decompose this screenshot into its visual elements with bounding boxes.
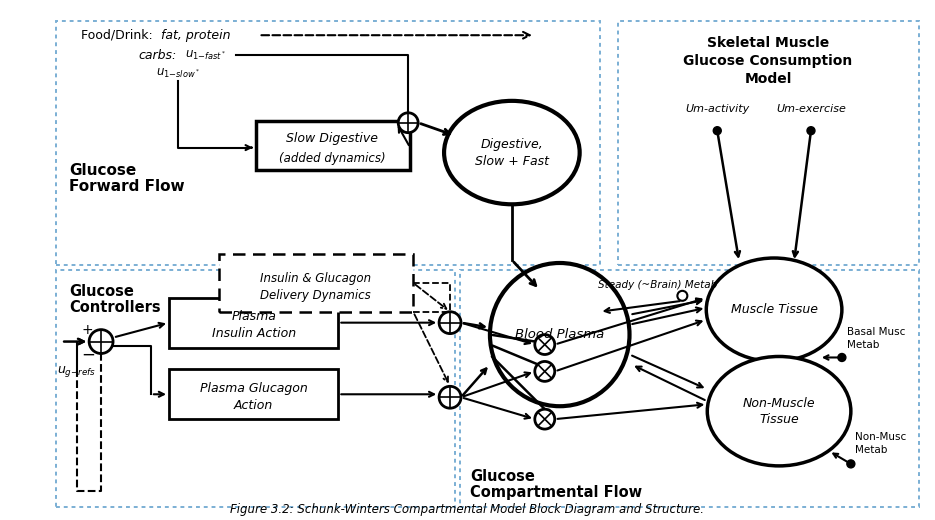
Text: Figure 3.2: Schunk-Winters Compartmental Model Block Diagram and Structure.: Figure 3.2: Schunk-Winters Compartmental… bbox=[230, 503, 704, 516]
Circle shape bbox=[89, 330, 113, 354]
Text: Glucose: Glucose bbox=[470, 470, 535, 484]
Text: Model: Model bbox=[744, 72, 792, 86]
Text: Forward Flow: Forward Flow bbox=[69, 179, 185, 194]
Bar bbox=[56, 270, 455, 506]
Text: Non-Muscle: Non-Muscle bbox=[742, 397, 815, 410]
Bar bbox=[56, 21, 599, 265]
Circle shape bbox=[535, 361, 554, 381]
Ellipse shape bbox=[706, 258, 842, 361]
Bar bbox=[169, 369, 338, 419]
Text: $u_{g\mathsf{-}refs}$: $u_{g\mathsf{-}refs}$ bbox=[57, 364, 96, 379]
Text: Metab: Metab bbox=[847, 340, 879, 349]
Text: Metab: Metab bbox=[855, 445, 887, 455]
Text: Blood Plasma: Blood Plasma bbox=[515, 328, 604, 341]
Text: Controllers: Controllers bbox=[69, 300, 161, 315]
Circle shape bbox=[847, 460, 855, 468]
Text: Um-activity: Um-activity bbox=[685, 104, 749, 114]
Circle shape bbox=[535, 334, 554, 355]
Text: Muscle Tissue: Muscle Tissue bbox=[730, 303, 817, 316]
Text: Insulin & Glucagon: Insulin & Glucagon bbox=[260, 272, 371, 285]
Ellipse shape bbox=[707, 357, 851, 466]
Text: Delivery Dynamics: Delivery Dynamics bbox=[260, 289, 371, 302]
Text: Skeletal Muscle: Skeletal Muscle bbox=[707, 36, 829, 50]
Bar bbox=[617, 21, 919, 265]
Bar bbox=[460, 270, 919, 506]
Bar bbox=[169, 298, 338, 347]
Text: Compartmental Flow: Compartmental Flow bbox=[470, 485, 642, 500]
Bar bbox=[255, 121, 410, 171]
Text: Slow + Fast: Slow + Fast bbox=[475, 155, 549, 168]
Text: fat, protein: fat, protein bbox=[161, 29, 230, 42]
Text: Glucose: Glucose bbox=[69, 284, 134, 300]
Circle shape bbox=[838, 354, 846, 361]
Circle shape bbox=[439, 311, 461, 334]
Text: Plasma: Plasma bbox=[231, 310, 276, 323]
Text: Non-Musc: Non-Musc bbox=[855, 432, 906, 442]
Text: +: + bbox=[81, 322, 93, 336]
Circle shape bbox=[807, 127, 815, 135]
Text: carbs:: carbs: bbox=[138, 48, 176, 61]
Circle shape bbox=[713, 127, 721, 135]
Text: Slow Digestive: Slow Digestive bbox=[286, 132, 379, 145]
Text: Um-exercise: Um-exercise bbox=[776, 104, 846, 114]
Text: Food/Drink:: Food/Drink: bbox=[81, 29, 157, 42]
Text: Glucose: Glucose bbox=[69, 163, 137, 178]
Text: Basal Musc: Basal Musc bbox=[847, 327, 905, 336]
Ellipse shape bbox=[490, 263, 629, 406]
Circle shape bbox=[398, 113, 418, 133]
Circle shape bbox=[677, 291, 687, 301]
Text: (added dynamics): (added dynamics) bbox=[279, 152, 386, 165]
Text: Steady (~Brain) Metab: Steady (~Brain) Metab bbox=[597, 280, 717, 290]
Bar bbox=[219, 254, 413, 311]
Text: Insulin Action: Insulin Action bbox=[211, 327, 295, 340]
Text: Plasma Glucagon: Plasma Glucagon bbox=[200, 382, 308, 395]
Text: −: − bbox=[81, 345, 95, 363]
Text: Glucose Consumption: Glucose Consumption bbox=[683, 54, 853, 68]
Text: Action: Action bbox=[234, 399, 273, 412]
Text: Tissue: Tissue bbox=[759, 413, 798, 426]
Ellipse shape bbox=[444, 101, 580, 204]
Text: $u_{1\mathsf{-}slow^*}$: $u_{1\mathsf{-}slow^*}$ bbox=[156, 67, 200, 80]
Text: Digestive,: Digestive, bbox=[481, 138, 543, 151]
Circle shape bbox=[535, 409, 554, 429]
Text: $u_{1\mathsf{-}fast^*}$: $u_{1\mathsf{-}fast^*}$ bbox=[185, 48, 226, 62]
Circle shape bbox=[439, 386, 461, 408]
